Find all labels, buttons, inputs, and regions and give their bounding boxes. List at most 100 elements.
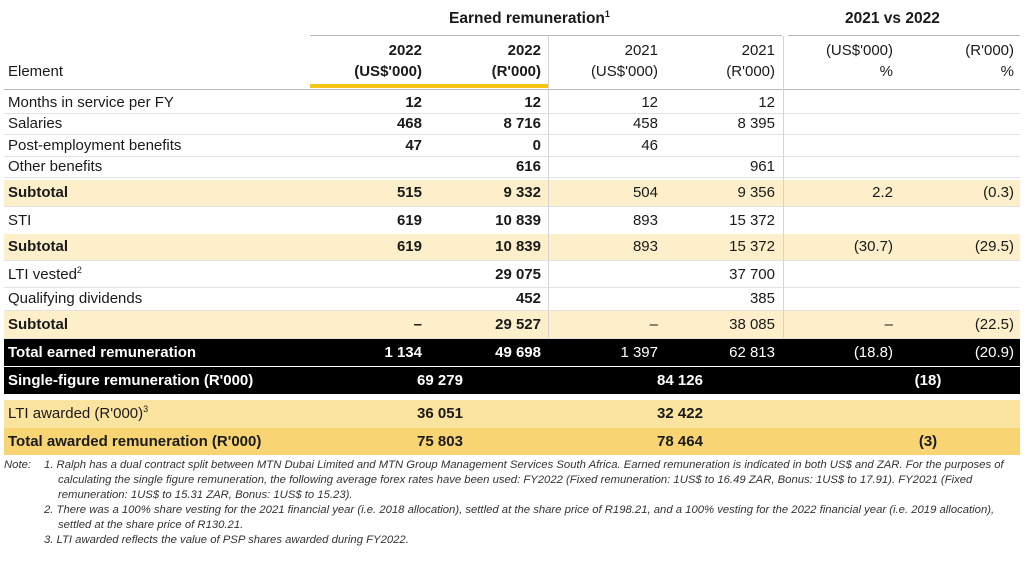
highlight-bar [310, 84, 548, 88]
cell-value: (22.5) [974, 315, 1014, 333]
column-header: 2021 [624, 42, 658, 59]
rule [4, 310, 1020, 311]
column-header: (US$'000) [354, 63, 422, 80]
column-header: (US$'000) [590, 63, 658, 80]
cell-value: (29.5) [974, 238, 1014, 255]
column-header: Element [8, 63, 64, 80]
cell-value: 616 [515, 157, 541, 175]
cell-value: 29 075 [495, 266, 541, 283]
column-header: (R'000) [965, 42, 1014, 59]
cell-value: 46 [641, 136, 658, 154]
row-label: Subtotal [8, 238, 68, 255]
rule [4, 134, 1020, 135]
cell-value: 893 [632, 238, 658, 255]
cell-value: (18.8) [853, 343, 893, 361]
cell-value: 15 372 [729, 238, 775, 255]
rule [4, 206, 1020, 207]
row [4, 234, 1020, 260]
cell-value: 385 [749, 289, 775, 307]
rule [788, 35, 1020, 36]
column-header: (R'000) [726, 63, 775, 80]
cell-value: (0.3) [983, 184, 1014, 201]
row-label: LTI vested2 [8, 265, 82, 285]
rule [4, 287, 1020, 288]
cell-value: 84 126 [657, 371, 703, 389]
row [4, 367, 1020, 394]
note-item: 1. Ralph has a dual contract split betwe… [44, 459, 1004, 501]
column-header: (R'000) [491, 63, 541, 80]
cell-value: 78 464 [657, 432, 703, 450]
cell-value: 8 716 [503, 114, 541, 132]
cell-value: 10 839 [495, 238, 541, 255]
rule [4, 89, 1020, 90]
cell-value: 38 085 [729, 315, 775, 333]
cell-value: – [884, 315, 893, 333]
column-header: % [879, 63, 893, 80]
row-label: Qualifying dividends [8, 289, 143, 307]
row-label: Salaries [8, 114, 63, 132]
cell-value: 75 803 [417, 432, 463, 450]
cell-value: 619 [396, 238, 422, 255]
cell-value: 1 134 [384, 343, 422, 361]
cell-value: 893 [632, 211, 658, 229]
cell-value: (18) [914, 371, 942, 389]
row-label: Post-employment benefits [8, 136, 182, 154]
cell-value: 619 [396, 211, 422, 229]
cell-value: – [413, 315, 422, 333]
cell-value: 12 [405, 93, 422, 111]
cell-value: 458 [632, 114, 658, 132]
column-header: 2021 [741, 42, 775, 59]
row-label: Single-figure remuneration (R'000) [8, 371, 254, 389]
footnote-ref: 3 [143, 404, 149, 414]
cell-value: 32 422 [657, 405, 703, 422]
note-item: 2. There was a 100% share vesting for th… [44, 504, 995, 531]
cell-value: 69 279 [417, 371, 463, 389]
cell-value: 12 [524, 93, 541, 111]
rule [4, 338, 1020, 339]
cell-value: 37 700 [729, 266, 775, 283]
row [4, 180, 1020, 206]
rule [4, 156, 1020, 157]
row [4, 428, 1020, 455]
cell-value: 9 356 [737, 184, 775, 201]
row-label: Months in service per FY [8, 93, 174, 111]
row [4, 400, 1020, 428]
cell-value: 47 [405, 136, 422, 154]
cell-value: 504 [632, 184, 658, 201]
rule [310, 35, 782, 36]
row-label-text: LTI awarded (R'000) [8, 405, 144, 422]
cell-value: (20.9) [974, 343, 1014, 361]
cell-value: (3) [918, 432, 938, 450]
cell-value: 10 839 [495, 211, 541, 229]
cell-value: 452 [515, 289, 541, 307]
cell-value: 12 [641, 93, 658, 111]
row-label-text: LTI vested [8, 266, 77, 283]
column-header: (US$'000) [825, 42, 893, 59]
cell-value: 468 [396, 114, 422, 132]
cell-value: 29 527 [495, 315, 541, 333]
rule [4, 113, 1020, 114]
cell-value: 15 372 [729, 211, 775, 229]
group-title: Earned remuneration [449, 10, 605, 27]
footnote-ref: 1 [604, 9, 610, 19]
note-item: 3. LTI awarded reflects the value of PSP… [44, 534, 409, 546]
group-header: 2021 vs 2022 [845, 10, 940, 27]
cell-value: 0 [532, 136, 541, 154]
row-label: Total awarded remuneration (R'000) [8, 432, 262, 450]
row [4, 339, 1020, 366]
cell-value: 1 397 [620, 343, 658, 361]
row-label: STI [8, 211, 32, 229]
footnote-ref: 2 [76, 265, 82, 275]
column-header: % [1000, 63, 1014, 80]
cell-value: 12 [758, 93, 775, 111]
cell-value: 8 395 [737, 114, 775, 132]
row-label: Subtotal [8, 184, 68, 201]
row-label: LTI awarded (R'000)3 [8, 404, 148, 424]
cell-value: 62 813 [729, 343, 775, 361]
row-label: Subtotal [8, 315, 68, 333]
cell-value: 961 [749, 157, 775, 175]
rule [4, 177, 1020, 178]
notes: Note: 1. Ralph has a dual contract split… [4, 458, 1020, 548]
separator [548, 36, 549, 338]
